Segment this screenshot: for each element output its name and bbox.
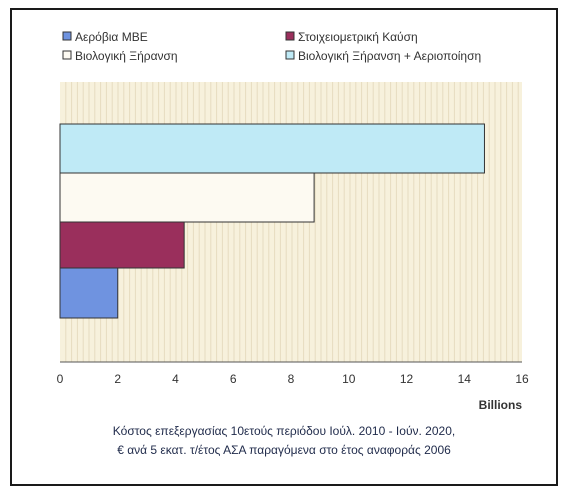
x-tick-label: 10: [342, 372, 356, 386]
x-tick-label: 2: [114, 372, 121, 386]
bar-1: [59, 267, 119, 319]
legend-label: Βιολογική Ξήρανση + Αεριοποίηση: [298, 49, 481, 63]
x-tick-label: 4: [172, 372, 179, 386]
x-tick-label: 8: [288, 372, 295, 386]
x-tick-label: 14: [458, 372, 472, 386]
bar-3: [59, 171, 315, 223]
bar-2: [59, 219, 185, 269]
bar-4: [59, 123, 485, 174]
chart-caption: Κόστος επεξεργασίας 10ετούς περιόδου Ιού…: [10, 422, 558, 460]
x-tick-label: 12: [400, 372, 414, 386]
x-axis-unit: Billions: [479, 398, 523, 412]
x-axis: 0 2 4 6 8 10 12 14 16 Billions: [57, 372, 529, 412]
legend-swatch: [285, 50, 295, 60]
caption-line-2: € ανά 5 εκατ. τ/έτος ΑΣΑ παραγόμενα στο …: [117, 443, 451, 457]
x-tick-label: 16: [515, 372, 529, 386]
plot-area: [59, 82, 522, 363]
caption-line-1: Κόστος επεξεργασίας 10ετούς περιόδου Ιού…: [112, 424, 456, 438]
legend-label: Στοιχειομετρική Καύση: [298, 30, 418, 44]
legend-swatch: [285, 31, 295, 41]
legend-swatch: [62, 31, 72, 41]
legend: Αερόβια ΜΒΕ Στοιχειομετρική Καύση Βιολογικ…: [62, 30, 481, 63]
x-tick-label: 6: [230, 372, 237, 386]
legend-label: Αερόβια ΜΒΕ: [75, 30, 148, 44]
legend-swatch: [62, 50, 72, 60]
legend-label: Βιολογική Ξήρανση: [75, 49, 178, 63]
x-tick-label: 0: [57, 372, 64, 386]
